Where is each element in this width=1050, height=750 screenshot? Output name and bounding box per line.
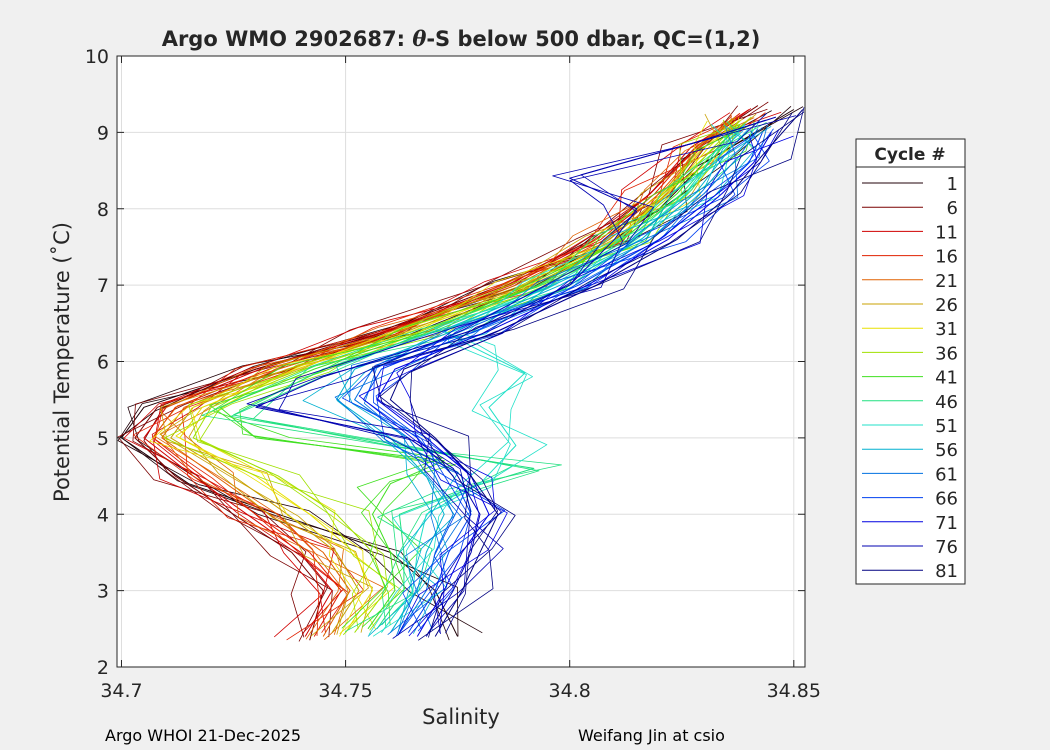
legend-label-cycle-61: 61 [935,464,958,485]
legend-label-cycle-21: 21 [935,271,958,292]
y-tick-label: 3 [97,581,109,603]
y-tick-label: 2 [97,657,109,679]
y-tick-label: 4 [97,504,109,526]
legend-label-cycle-6: 6 [947,198,958,219]
legend-label-cycle-51: 51 [935,416,958,437]
y-tick-label: 8 [97,199,109,221]
legend-label-cycle-26: 26 [935,295,958,316]
x-axis-label: Salinity [422,705,500,729]
legend-label-cycle-76: 76 [935,537,958,558]
footer-left: Argo WHOI 21-Dec-2025 [105,726,301,745]
legend-label-cycle-71: 71 [935,513,958,534]
y-tick-label: 10 [85,46,109,68]
x-tick-label: 34.85 [767,680,821,702]
legend-label-cycle-46: 46 [935,392,958,413]
y-axis-label: Potential Temperature (˚C) [50,222,74,502]
legend-label-cycle-81: 81 [935,561,958,582]
y-tick-label: 9 [97,122,109,144]
legend-label-cycle-1: 1 [947,174,958,195]
y-tick-label: 7 [97,275,109,297]
legend-label-cycle-16: 16 [935,247,958,268]
legend-title: Cycle # [874,145,945,165]
figure: 34.7 34.75 34.8 34.852345678910 Argo WMO 29… [0,0,1050,750]
x-tick-label: 34.7 [100,680,142,702]
legend-label-cycle-41: 41 [935,368,958,389]
y-tick-label: 6 [97,352,109,374]
x-tick-label: 34.75 [318,680,372,702]
legend-label-cycle-66: 66 [935,489,958,510]
y-tick-label: 5 [97,428,109,450]
legend-label-cycle-56: 56 [935,440,958,461]
x-tick-label: 34.8 [549,680,591,702]
chart-title: Argo WMO 2902687: θ-S below 500 dbar, QC… [162,26,761,51]
legend-label-cycle-11: 11 [935,222,958,243]
legend-label-cycle-36: 36 [935,343,958,364]
footer-right: Weifang Jin at csio [578,726,725,745]
legend-label-cycle-31: 31 [935,319,958,340]
